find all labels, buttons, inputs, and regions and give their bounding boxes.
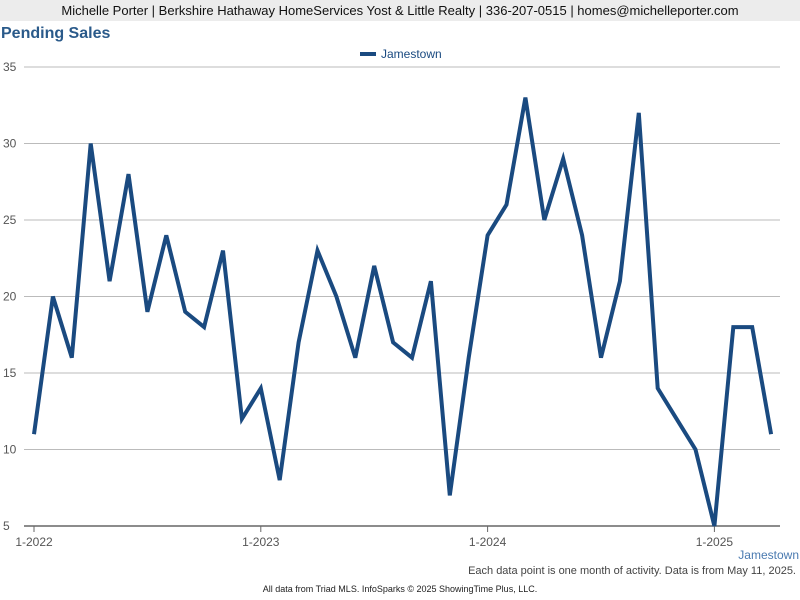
- data-point: [599, 356, 603, 360]
- data-point: [429, 279, 433, 283]
- data-source: All data from Triad MLS. InfoSparks © 20…: [262, 584, 538, 594]
- data-point: [164, 233, 168, 237]
- y-tick-label: 20: [3, 290, 17, 304]
- data-point: [448, 493, 452, 497]
- data-point: [316, 249, 320, 253]
- data-point: [637, 111, 641, 115]
- x-tick-label: 1-2023: [242, 535, 280, 549]
- data-point: [391, 340, 395, 344]
- data-point: [731, 325, 735, 329]
- data-point: [145, 310, 149, 314]
- data-point: [542, 218, 546, 222]
- data-point: [221, 249, 225, 253]
- y-tick-label: 5: [3, 519, 10, 533]
- x-tick-label: 1-2022: [15, 535, 53, 549]
- data-point: [334, 295, 338, 299]
- legend[interactable]: Jamestown: [360, 46, 442, 62]
- data-point: [259, 386, 263, 390]
- data-point: [353, 356, 357, 360]
- data-point: [32, 432, 36, 436]
- data-point: [523, 96, 527, 100]
- line-chart: 5 10 15 20 25 30 35 1-2022 1-2023 1-2024 1-2025: [3, 60, 780, 549]
- x-tick-label: 1-2024: [469, 535, 507, 549]
- data-point: [410, 356, 414, 360]
- data-point: [202, 325, 206, 329]
- chart-title: Pending Sales: [1, 25, 111, 42]
- data-point: [89, 142, 93, 146]
- data-point: [750, 325, 754, 329]
- series-line-jamestown: [32, 97, 774, 527]
- y-tick-label: 30: [3, 137, 17, 151]
- y-tick-label: 15: [3, 366, 17, 380]
- data-point: [486, 233, 490, 237]
- area-label: Jamestown: [738, 548, 799, 562]
- data-point: [127, 172, 131, 176]
- data-point: [108, 279, 112, 283]
- data-point: [372, 264, 376, 268]
- legend-label-jamestown: Jamestown: [381, 47, 442, 61]
- y-tick-label: 35: [3, 60, 17, 74]
- y-tick-label: 25: [3, 213, 17, 227]
- data-point: [580, 233, 584, 237]
- data-point: [712, 524, 716, 528]
- data-point: [240, 417, 244, 421]
- data-point: [694, 448, 698, 452]
- data-point: [505, 203, 509, 207]
- data-point: [297, 340, 301, 344]
- data-point: [618, 279, 622, 283]
- data-point: [656, 386, 660, 390]
- legend-line-swatch: [360, 52, 376, 56]
- data-point: [769, 432, 773, 436]
- data-point: [70, 356, 74, 360]
- footnote: Each data point is one month of activity…: [468, 565, 796, 577]
- agent-contact-header: Michelle Porter | Berkshire Hathaway Hom…: [0, 0, 800, 21]
- data-point: [51, 295, 55, 299]
- x-tick-label: 1-2025: [696, 535, 734, 549]
- data-point: [278, 478, 282, 482]
- data-point: [467, 356, 471, 360]
- data-point: [675, 417, 679, 421]
- data-point: [183, 310, 187, 314]
- data-point: [561, 157, 565, 161]
- y-tick-label: 10: [3, 443, 17, 457]
